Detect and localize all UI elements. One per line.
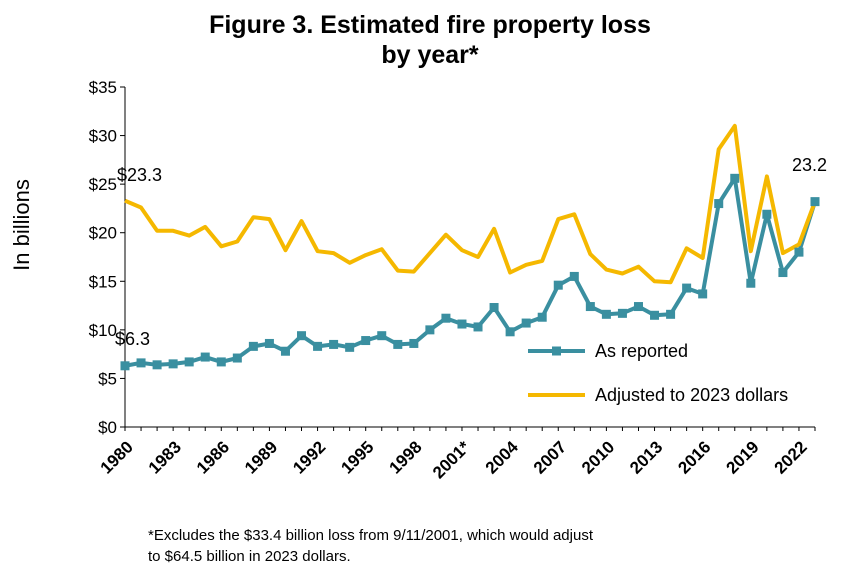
data-point-marker	[361, 336, 371, 346]
chart-title: Figure 3. Estimated fire property loss b…	[0, 10, 860, 70]
legend-label-adjusted: Adjusted to 2023 dollars	[595, 385, 788, 405]
data-point-marker	[232, 353, 242, 363]
data-point-marker	[617, 308, 627, 318]
data-point-marker	[633, 302, 643, 312]
x-tick-label: 2001*	[429, 437, 474, 482]
x-tick-label: 2007	[530, 437, 570, 477]
data-point-marker	[682, 283, 692, 293]
data-point-marker	[778, 268, 788, 278]
data-point-marker	[409, 338, 419, 348]
data-point-marker	[569, 271, 579, 281]
data-point-marker	[313, 341, 323, 351]
data-point-marker	[297, 331, 307, 341]
data-point-marker	[521, 318, 531, 328]
y-tick-label: $15	[89, 272, 117, 291]
data-point-marker	[393, 339, 403, 349]
data-point-marker	[184, 357, 194, 367]
data-point-marker	[553, 280, 563, 290]
x-tick-label: 2016	[674, 437, 714, 477]
data-point-marker	[794, 247, 804, 257]
chart-title-line-2: by year*	[381, 41, 479, 69]
y-tick-label: $5	[98, 369, 117, 388]
annotation-last-value: 23.2	[792, 155, 827, 175]
data-point-marker	[650, 310, 660, 320]
footnote-line-1: *Excludes the $33.4 billion loss from 9/…	[148, 527, 593, 544]
footnote: *Excludes the $33.4 billion loss from 9/…	[148, 525, 593, 567]
chart-title-line-1: Figure 3. Estimated fire property loss	[209, 11, 651, 39]
x-tick-label: 1983	[145, 437, 185, 477]
data-point-marker	[585, 302, 595, 312]
data-point-marker	[152, 360, 162, 370]
data-point-marker	[425, 325, 435, 335]
data-point-marker	[473, 322, 483, 332]
data-point-marker	[120, 361, 130, 371]
series-line-adjusted	[124, 123, 817, 285]
y-tick-label: $20	[89, 224, 117, 243]
data-point-marker	[441, 313, 451, 323]
y-tick-label: $0	[98, 418, 117, 437]
data-point-marker	[489, 303, 499, 313]
data-point-marker	[666, 309, 676, 319]
x-tick-label: 2010	[578, 437, 618, 477]
x-tick-label: 1998	[385, 437, 425, 477]
annotation-first-reported: $6.3	[115, 329, 150, 349]
y-tick-label: $30	[89, 127, 117, 146]
data-point-marker	[280, 346, 290, 356]
x-tick-label: 2019	[722, 437, 762, 477]
legend-label-as-reported: As reported	[595, 341, 688, 361]
y-tick-label: $10	[89, 321, 117, 340]
x-tick-label: 1995	[337, 437, 377, 477]
data-point-marker	[698, 289, 708, 299]
data-point-marker	[377, 331, 387, 341]
y-tick-label: $25	[89, 175, 117, 194]
data-point-marker	[216, 357, 226, 367]
y-tick-label: $35	[89, 78, 117, 97]
x-tick-label: 1980	[97, 437, 137, 477]
data-point-marker	[746, 278, 756, 288]
data-point-marker	[248, 341, 258, 351]
data-point-marker	[810, 197, 820, 207]
data-point-marker	[601, 309, 611, 319]
data-point-marker	[136, 358, 146, 368]
data-point-marker	[168, 359, 178, 369]
annotation-first-adjusted: $23.3	[117, 165, 162, 185]
data-point-marker	[730, 173, 740, 183]
data-point-marker	[200, 352, 210, 362]
data-point-marker	[264, 338, 274, 348]
x-tick-label: 2022	[771, 437, 811, 477]
x-tick-label: 1989	[241, 437, 281, 477]
x-tick-label: 2013	[626, 437, 666, 477]
data-point-marker	[762, 209, 772, 219]
data-point-marker	[457, 319, 467, 329]
data-point-marker	[505, 327, 515, 337]
x-tick-label: 1992	[289, 437, 329, 477]
data-point-marker	[714, 199, 724, 209]
data-point-marker	[537, 312, 547, 322]
data-point-marker	[329, 339, 339, 349]
data-point-marker	[345, 342, 355, 352]
x-tick-label: 2004	[482, 437, 523, 478]
footnote-line-2: to $64.5 billion in 2023 dollars.	[148, 548, 351, 565]
x-tick-label: 1986	[193, 437, 233, 477]
legend-marker-as-reported	[552, 346, 561, 356]
